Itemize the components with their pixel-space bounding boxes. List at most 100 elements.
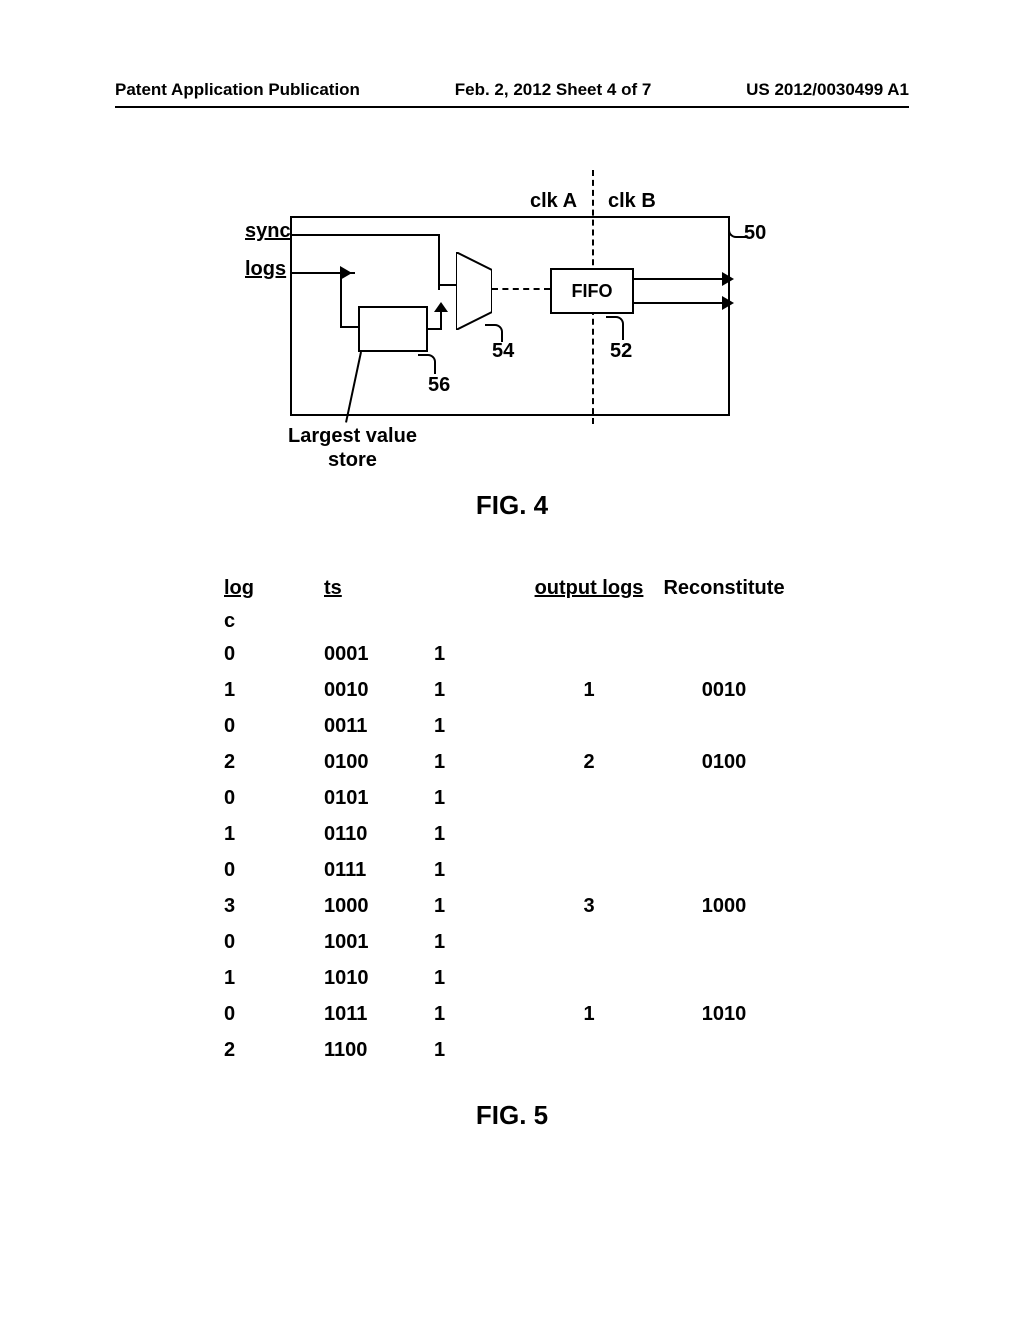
cell-bit: 1 xyxy=(434,931,524,954)
cell-bit: 1 xyxy=(434,643,524,666)
cell-bit: 1 xyxy=(434,1039,524,1062)
cell-output: 3 xyxy=(524,895,654,918)
mux-block xyxy=(456,252,492,330)
mux-out-wire xyxy=(492,288,550,290)
cell-ts: 0110 xyxy=(324,823,434,846)
cell-ts: 1011 xyxy=(324,1003,434,1026)
clka-label: clk A xyxy=(530,190,577,213)
cell-log: 0 xyxy=(224,931,324,954)
cell-log: 1 xyxy=(224,679,324,702)
fifo-out-bot-wire xyxy=(634,302,730,304)
cell-bit: 1 xyxy=(434,751,524,774)
ref-50-hook-icon xyxy=(728,218,746,238)
cell-bit: 1 xyxy=(434,859,524,882)
table-row: 000111 xyxy=(224,708,824,744)
sync-wire xyxy=(290,234,440,236)
col-header-log: log xyxy=(224,577,324,600)
cell-ts: 0101 xyxy=(324,787,434,810)
cell-bit: 1 xyxy=(434,967,524,990)
cell-log: 2 xyxy=(224,1039,324,1062)
table-row: 20100120100 xyxy=(224,744,824,780)
fig5-table: log ts output logs Reconstitute c 000011… xyxy=(224,570,824,1068)
cell-output: 2 xyxy=(524,751,654,774)
ref-52: 52 xyxy=(610,340,632,363)
cell-bit: 1 xyxy=(434,1003,524,1026)
cell-bit: 1 xyxy=(434,787,524,810)
fig4-diagram: clk A clk B sync logs FIFO 50 54 56 52 L… xyxy=(230,180,790,500)
cell-log: 1 xyxy=(224,823,324,846)
logs-branch-right xyxy=(340,326,360,328)
table-body: 0000111001011001000011120100120100001011… xyxy=(224,636,824,1068)
lv-store-label-line2: store xyxy=(288,448,417,472)
fifo-block: FIFO xyxy=(550,268,634,314)
page-header: Patent Application Publication Feb. 2, 2… xyxy=(0,80,1024,100)
cell-recon: 0010 xyxy=(654,679,794,702)
cell-ts: 0100 xyxy=(324,751,434,774)
cell-log: 0 xyxy=(224,643,324,666)
table-row: 110101 xyxy=(224,960,824,996)
ref-50: 50 xyxy=(744,222,766,245)
lv-store-label: Largest value store xyxy=(288,424,417,472)
cell-ts: 1000 xyxy=(324,895,434,918)
fifo-out-bot-arrow-icon xyxy=(722,296,734,310)
cell-log: 0 xyxy=(224,715,324,738)
table-row: 010011 xyxy=(224,924,824,960)
sync-label: sync xyxy=(245,220,291,243)
lv-store-arrow-icon xyxy=(434,302,448,312)
cell-bit: 1 xyxy=(434,823,524,846)
table-row: 001111 xyxy=(224,852,824,888)
cell-ts: 0011 xyxy=(324,715,434,738)
lv-store-label-line1: Largest value xyxy=(288,424,417,448)
c-label: c xyxy=(224,610,324,633)
cell-recon: 1000 xyxy=(654,895,794,918)
cell-output: 1 xyxy=(524,1003,654,1026)
cell-log: 0 xyxy=(224,859,324,882)
cell-recon: 1010 xyxy=(654,1003,794,1026)
cell-ts: 0001 xyxy=(324,643,434,666)
table-row: 101101 xyxy=(224,816,824,852)
fifo-out-top-wire xyxy=(634,278,730,280)
col-header-output: output logs xyxy=(524,577,654,600)
logs-branch-down xyxy=(340,272,342,328)
cell-log: 0 xyxy=(224,1003,324,1026)
cell-ts: 0111 xyxy=(324,859,434,882)
cell-log: 3 xyxy=(224,895,324,918)
ref-52-hook-icon xyxy=(606,316,624,340)
cell-ts: 0010 xyxy=(324,679,434,702)
fifo-label: FIFO xyxy=(572,281,613,302)
table-header-row: log ts output logs Reconstitute xyxy=(224,570,824,606)
cell-bit: 1 xyxy=(434,895,524,918)
table-row: 01011111010 xyxy=(224,996,824,1032)
cell-ts: 1010 xyxy=(324,967,434,990)
table-c-row: c xyxy=(224,606,824,636)
clkb-label: clk B xyxy=(608,190,656,213)
cell-recon: 0100 xyxy=(654,751,794,774)
table-row: 211001 xyxy=(224,1032,824,1068)
sync-wire-right xyxy=(438,284,456,286)
cell-log: 1 xyxy=(224,967,324,990)
col-header-recon: Reconstitute xyxy=(654,577,794,600)
ref-56: 56 xyxy=(428,374,450,397)
fig5-caption: FIG. 5 xyxy=(0,1100,1024,1131)
ref-54-hook-icon xyxy=(485,324,503,342)
cell-output: 1 xyxy=(524,679,654,702)
col-header-ts: ts xyxy=(324,577,434,600)
sync-wire-down xyxy=(438,234,440,290)
cell-ts: 1100 xyxy=(324,1039,434,1062)
fig4-caption: FIG. 4 xyxy=(0,490,1024,521)
cell-ts: 1001 xyxy=(324,931,434,954)
table-row: 10010110010 xyxy=(224,672,824,708)
cell-log: 0 xyxy=(224,787,324,810)
header-rule xyxy=(115,106,909,108)
cell-bit: 1 xyxy=(434,679,524,702)
cell-bit: 1 xyxy=(434,715,524,738)
table-row: 001011 xyxy=(224,780,824,816)
ref-56-hook-icon xyxy=(418,354,436,374)
circuit-box xyxy=(290,216,730,416)
header-center: Feb. 2, 2012 Sheet 4 of 7 xyxy=(455,80,652,100)
cell-log: 2 xyxy=(224,751,324,774)
ref-54: 54 xyxy=(492,340,514,363)
header-left: Patent Application Publication xyxy=(115,80,360,100)
header-right: US 2012/0030499 A1 xyxy=(746,80,909,100)
table-row: 000011 xyxy=(224,636,824,672)
